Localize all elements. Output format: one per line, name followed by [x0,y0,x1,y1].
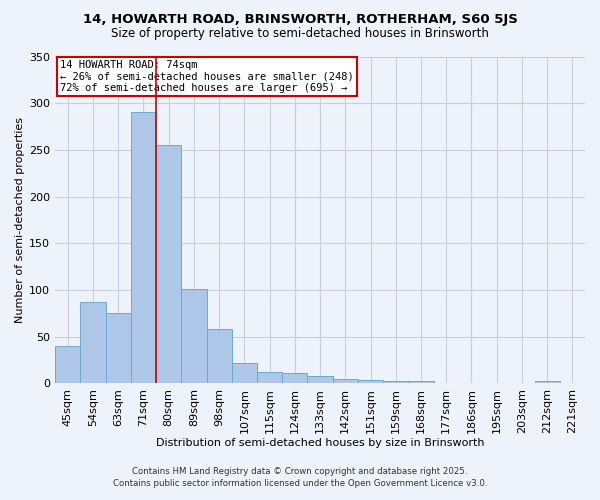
Bar [131,112,156,384]
Bar [535,380,560,384]
Bar [156,145,181,384]
Bar [206,330,232,384]
Bar [55,346,80,384]
Bar [409,380,434,384]
Bar [307,376,332,384]
Text: 14, HOWARTH ROAD, BRINSWORTH, ROTHERHAM, S60 5JS: 14, HOWARTH ROAD, BRINSWORTH, ROTHERHAM,… [83,12,517,26]
Bar [80,302,106,384]
Bar [181,289,206,384]
Bar [106,314,131,384]
Y-axis label: Number of semi-detached properties: Number of semi-detached properties [15,117,25,323]
X-axis label: Distribution of semi-detached houses by size in Brinsworth: Distribution of semi-detached houses by … [156,438,484,448]
Text: Contains HM Land Registry data © Crown copyright and database right 2025.: Contains HM Land Registry data © Crown c… [132,467,468,476]
Bar [257,372,282,384]
Bar [232,363,257,384]
Text: Contains public sector information licensed under the Open Government Licence v3: Contains public sector information licen… [113,478,487,488]
Bar [332,379,358,384]
Text: 14 HOWARTH ROAD: 74sqm
← 26% of semi-detached houses are smaller (248)
72% of se: 14 HOWARTH ROAD: 74sqm ← 26% of semi-det… [61,60,354,93]
Bar [383,380,409,384]
Bar [358,380,383,384]
Text: Size of property relative to semi-detached houses in Brinsworth: Size of property relative to semi-detach… [111,28,489,40]
Bar [282,373,307,384]
